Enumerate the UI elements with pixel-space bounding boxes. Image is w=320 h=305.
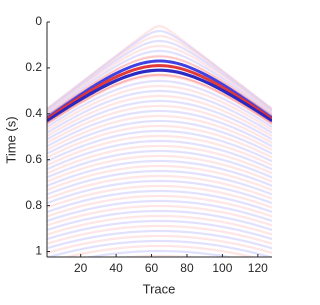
reflection xyxy=(47,204,272,227)
x-tick-label: 80 xyxy=(180,261,194,275)
y-tick-label: 1 xyxy=(35,244,42,258)
x-axis-title: Trace xyxy=(143,281,176,296)
reflection xyxy=(47,49,272,115)
y-axis-title: Time (s) xyxy=(3,116,18,163)
reflection xyxy=(47,129,272,163)
reflection xyxy=(47,34,272,111)
reflection xyxy=(47,194,272,218)
y-tick-label: 0.2 xyxy=(25,60,42,74)
reflection xyxy=(47,119,272,155)
reflection xyxy=(47,68,272,123)
reflection xyxy=(47,239,272,257)
y-tick-label: 0 xyxy=(35,14,42,28)
reflection xyxy=(47,99,272,141)
reflection xyxy=(47,134,272,167)
reflection xyxy=(47,114,272,151)
reflection xyxy=(47,94,272,137)
y-tick-label: 0.4 xyxy=(25,106,42,120)
reflection xyxy=(47,199,272,222)
reflection xyxy=(47,184,272,209)
reflection xyxy=(47,109,272,148)
y-tick-label: 0.8 xyxy=(25,198,42,212)
reflection xyxy=(62,244,257,257)
reflection xyxy=(47,234,272,254)
x-tick-label: 100 xyxy=(212,261,232,275)
reflection xyxy=(47,59,272,119)
reflection xyxy=(47,39,272,112)
x-tick-label: 60 xyxy=(145,261,159,275)
x-tick-label: 40 xyxy=(109,261,123,275)
reflection xyxy=(47,149,272,179)
reflection xyxy=(47,159,272,187)
chart: Trace Time (s) 20 40 60 80 100 120 0 0.2 0.4 0.6 0… xyxy=(3,14,272,296)
reflection xyxy=(47,214,272,236)
x-tick-label: 120 xyxy=(248,261,268,275)
y-tick-label: 0.6 xyxy=(25,152,42,166)
reflection xyxy=(47,229,272,250)
reflection xyxy=(47,64,272,121)
reflection xyxy=(47,55,272,117)
reflection xyxy=(47,89,272,134)
x-tick-label: 20 xyxy=(74,261,88,275)
reflection xyxy=(47,84,272,131)
reflection xyxy=(47,164,272,192)
reflection xyxy=(47,73,272,125)
reflection xyxy=(47,124,272,159)
reflection xyxy=(47,189,272,213)
seismic-image xyxy=(47,25,272,257)
reflection xyxy=(47,174,272,200)
reflection xyxy=(47,154,272,183)
reflection xyxy=(47,224,272,245)
reflection xyxy=(47,179,272,205)
reflection xyxy=(118,254,201,257)
reflection xyxy=(47,104,272,144)
reflection xyxy=(47,219,272,241)
reflection xyxy=(47,144,272,175)
reflection xyxy=(84,249,235,257)
reflection xyxy=(47,209,272,232)
reflection xyxy=(47,79,272,128)
reflection xyxy=(47,169,272,196)
reflection xyxy=(47,44,272,113)
reflection xyxy=(47,139,272,171)
